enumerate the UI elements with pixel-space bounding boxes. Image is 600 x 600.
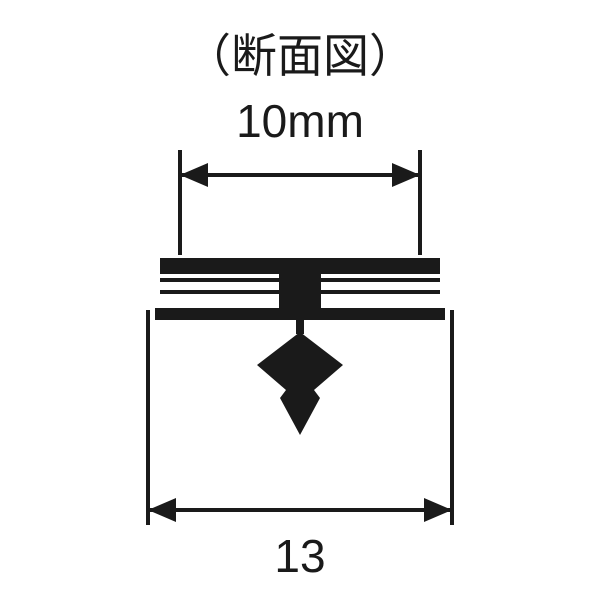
dimension-bottom-label: 13 [274, 530, 325, 582]
diagram-title: （断面図） [185, 30, 415, 82]
profile-cross-section [155, 258, 445, 435]
cross-section-diagram: （断面図） 10mm 13 [0, 0, 600, 600]
dimension-top: 10mm [180, 95, 420, 255]
dimension-top-label: 10mm [236, 95, 364, 147]
